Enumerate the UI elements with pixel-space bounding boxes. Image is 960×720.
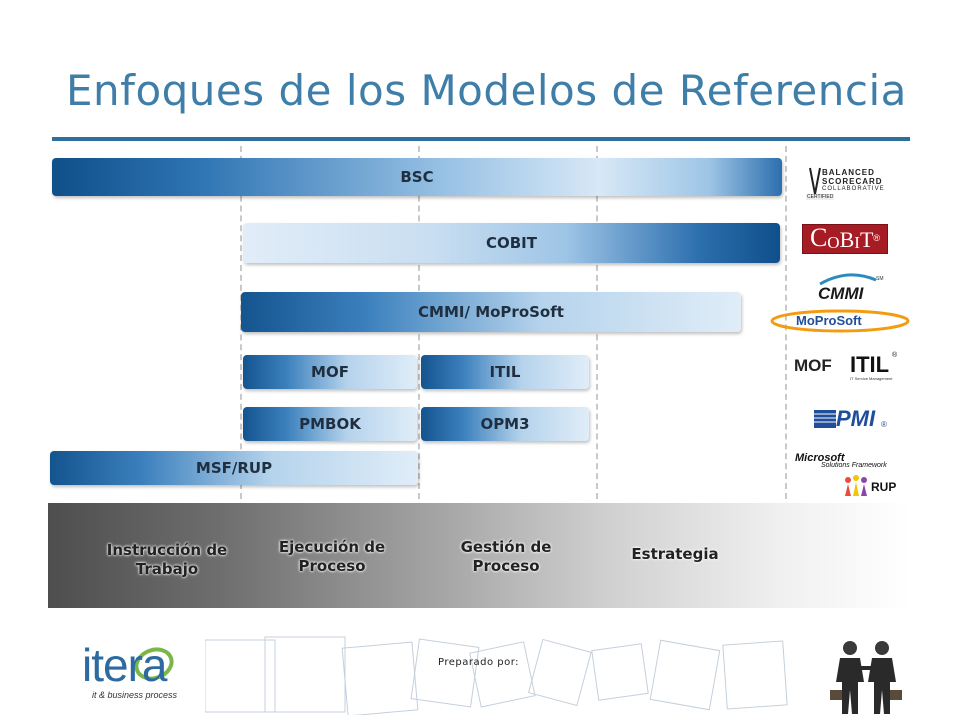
msf-logo: Microsoft Solutions Framework xyxy=(795,452,903,472)
level-band xyxy=(48,503,910,608)
level-estrategia: Estrategia xyxy=(631,545,719,563)
column-divider-3 xyxy=(596,146,598,608)
handshake-people-icon xyxy=(830,641,902,714)
bar-pmbok: PMBOK xyxy=(243,407,417,441)
bsc-logo-badge: CERTIFIED xyxy=(806,194,835,200)
cobit-logo-i: I xyxy=(854,233,860,252)
cmmi-logo: CMMI SM xyxy=(810,270,890,304)
itera-logo-text: itera xyxy=(82,639,167,691)
pmi-logo-reg: ® xyxy=(881,420,887,429)
cobit-logo-o: O xyxy=(827,233,840,252)
bar-cobit: COBIT xyxy=(243,223,780,263)
pmi-logo-text: PMI xyxy=(836,406,876,431)
rup-logo: RUP xyxy=(842,474,904,498)
cmmi-logo-sm: SM xyxy=(876,276,884,282)
mof-logo: MOF xyxy=(794,356,832,375)
cmmi-logo-text: CMMI xyxy=(818,284,864,303)
bsc-logo-line1: BALANCED xyxy=(822,168,875,177)
cobit-logo: C O B I T ® xyxy=(802,224,888,254)
column-divider-4 xyxy=(785,146,787,608)
page-title: Enfoques de los Modelos de Referencia xyxy=(66,66,907,115)
moprosoft-ellipse xyxy=(770,309,910,333)
column-divider-2 xyxy=(418,146,420,608)
moprosoft-logo-text: MoProSoft xyxy=(796,313,862,328)
cobit-logo-c: C xyxy=(809,223,828,252)
column-divider-1 xyxy=(240,146,242,608)
bsc-logo-line2: SCORECARD xyxy=(822,177,883,186)
moprosoft-logo: MoProSoft xyxy=(770,309,910,333)
pmi-mark xyxy=(814,410,836,428)
bar-opm3: OPM3 xyxy=(421,407,589,441)
itera-swirl xyxy=(134,647,174,681)
cmmi-swoosh xyxy=(819,273,877,286)
msf-logo-microsoft: Microsoft xyxy=(795,452,845,464)
itera-tagline: it & business process xyxy=(92,690,178,700)
itil-logo-text: ITIL xyxy=(850,352,890,377)
cobit-logo-b: B xyxy=(839,227,855,252)
cobit-logo-t: T xyxy=(859,227,874,252)
pmi-logo: PMI ® xyxy=(812,406,892,432)
prepared-by-label: Preparado por: xyxy=(438,657,520,668)
bar-mof: MOF xyxy=(243,355,417,389)
bar-bsc: BSC xyxy=(52,158,782,196)
itil-logo: ITIL ® IT Service Management xyxy=(850,352,900,384)
bar-itil: ITIL xyxy=(421,355,589,389)
rup-people-icon xyxy=(845,475,867,496)
itera-logo: itera it & business process xyxy=(82,638,232,704)
cobit-logo-reg: ® xyxy=(873,233,881,243)
level-gestion: Gestión de Proceso xyxy=(460,538,552,575)
bar-cmmi-moprosoft: CMMI/ MoProSoft xyxy=(241,292,741,332)
bar-msf-rup: MSF/RUP xyxy=(50,451,418,485)
title-rule xyxy=(52,137,910,141)
rup-logo-text: RUP xyxy=(871,480,897,494)
level-instruccion: Instrucción de Trabajo xyxy=(106,541,228,578)
bsc-logo: BALANCED SCORECARD COLLABORATIVE CERTIFI… xyxy=(806,164,896,204)
itil-logo-sub: IT Service Management xyxy=(850,376,893,381)
msf-logo-sub: Solutions Framework xyxy=(821,462,887,469)
level-ejecucion: Ejecución de Proceso xyxy=(278,538,386,575)
itil-logo-reg: ® xyxy=(892,352,898,359)
footer-sketch-decoration xyxy=(205,636,788,715)
bsc-logo-line3: COLLABORATIVE xyxy=(822,186,885,192)
